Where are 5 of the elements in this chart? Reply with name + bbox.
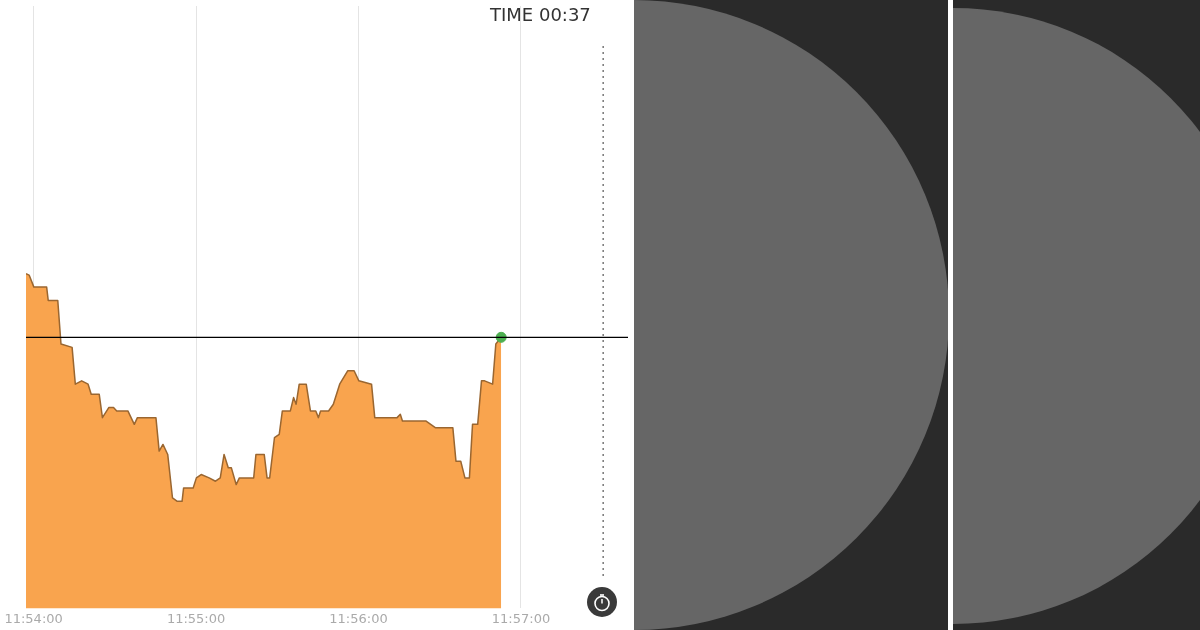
x-tick-label: 11:54:00 bbox=[4, 610, 63, 626]
x-tick-label: 11:57:00 bbox=[491, 610, 551, 626]
x-tick-label: 11:56:00 bbox=[329, 610, 388, 626]
text: TIME 00:37 bbox=[490, 4, 591, 25]
x-tick-label: 11:55:00 bbox=[166, 610, 226, 626]
